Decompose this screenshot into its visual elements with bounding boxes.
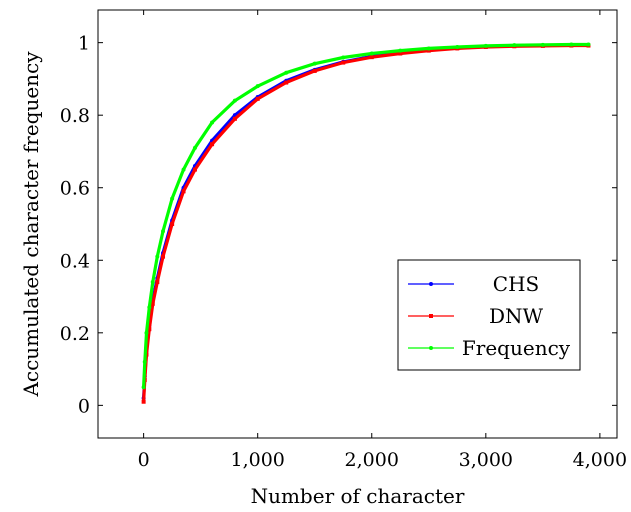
y-tick-label: 0 [78, 395, 90, 417]
point-frequency [586, 42, 591, 47]
point-dnw [398, 51, 403, 56]
point-dnw [232, 116, 237, 121]
series-layer [141, 42, 591, 404]
point-frequency [150, 280, 155, 285]
point-dnw [341, 60, 346, 65]
point-frequency [142, 359, 147, 364]
point-dnw [284, 80, 289, 85]
ticks-layer: 0 1,000 2,000 3,000 4,000 0 0.2 0.4 0.6 0.8 1 [60, 10, 627, 471]
y-axis-title: Accumulated character frequency [19, 51, 43, 398]
point-dnw [170, 222, 175, 226]
legend-label-dnw: DNW [489, 304, 544, 328]
y-tick-label: 0.6 [60, 178, 90, 200]
x-tick-label: 1,000 [230, 449, 284, 471]
point-dnw [161, 254, 166, 259]
point-frequency [155, 254, 160, 259]
point-dnw [210, 142, 215, 147]
point-frequency [181, 167, 186, 172]
legend-label-frequency: Frequency [462, 336, 571, 360]
point-frequency [147, 305, 152, 310]
y-tick-label: 0.8 [60, 105, 90, 127]
point-dnw [150, 301, 155, 306]
point-frequency [210, 120, 215, 125]
point-frequency [192, 145, 197, 150]
point-frequency [455, 44, 460, 49]
point-frequency [398, 48, 403, 53]
point-dnw [192, 167, 197, 172]
point-frequency [512, 43, 517, 48]
x-axis-title: Number of character [251, 484, 465, 508]
x-tick-label: 2,000 [345, 449, 399, 471]
point-frequency [569, 42, 574, 47]
legend-entry-dnw: DNW [408, 304, 543, 328]
point-dnw [141, 399, 146, 404]
point-dnw [181, 189, 186, 194]
x-tick-label: 0 [138, 449, 150, 471]
legend-label-chs: CHS [493, 272, 539, 296]
point-dnw [312, 68, 317, 73]
point-dnw [155, 280, 160, 285]
point-frequency [341, 55, 346, 60]
point-frequency [161, 229, 166, 234]
x-tick-label: 4,000 [573, 449, 627, 471]
y-tick-label: 0.4 [60, 250, 90, 272]
point-frequency [426, 46, 431, 51]
point-frequency [170, 196, 175, 201]
legend: CHS DNW Frequency [397, 259, 581, 371]
point-frequency [284, 70, 289, 75]
legend-box [397, 259, 581, 371]
legend-entry-chs: CHS [408, 272, 539, 296]
y-tick-label: 0.2 [60, 323, 90, 345]
legend-marker-dnw [429, 314, 433, 318]
point-frequency [144, 330, 149, 335]
y-tick-label: 1 [78, 33, 90, 55]
point-frequency [369, 51, 374, 56]
legend-entry-frequency: Frequency [408, 336, 571, 360]
x-tick-label: 3,000 [459, 449, 513, 471]
point-dnw [369, 55, 374, 60]
point-frequency [483, 43, 488, 48]
point-dnw [147, 327, 152, 332]
point-frequency [312, 61, 317, 66]
point-frequency [255, 84, 260, 89]
legend-marker-chs [429, 282, 433, 286]
point-frequency [141, 385, 146, 390]
legend-marker-frequency [429, 346, 433, 350]
point-dnw [255, 96, 260, 101]
point-dnw [426, 48, 431, 53]
plot-frame [97, 9, 618, 439]
point-frequency [232, 98, 237, 103]
point-frequency [540, 42, 545, 47]
